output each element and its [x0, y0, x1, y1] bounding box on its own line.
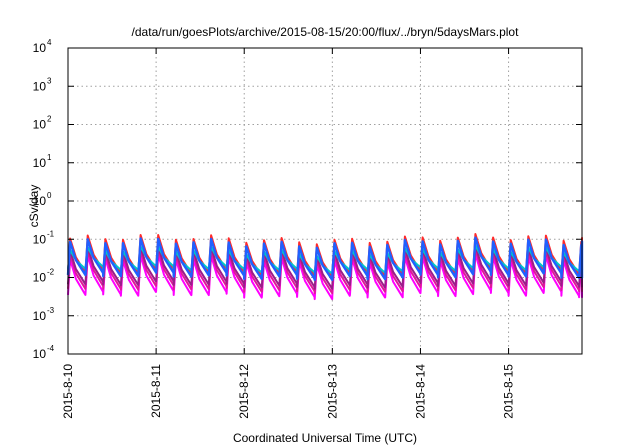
- y-tick-exponent: -4: [47, 344, 55, 353]
- x-tick-label: 2015-8-11: [149, 364, 163, 418]
- x-tick-label: 2015-8-13: [325, 364, 339, 419]
- grid: [68, 48, 582, 354]
- y-tick-label: 10: [33, 79, 47, 93]
- series-line: [66, 236, 584, 281]
- y-tick-label: 10: [33, 156, 47, 170]
- y-tick-exponent: 2: [47, 115, 52, 124]
- x-tick-label: 2015-8-14: [413, 364, 427, 419]
- y-tick-exponent: -2: [47, 268, 55, 277]
- x-axis-label: Coordinated Universal Time (UTC): [233, 431, 417, 445]
- chart-title: /data/run/goesPlots/archive/2015-08-15/2…: [132, 25, 520, 39]
- y-tick-label: 10: [33, 309, 47, 323]
- x-tick-label: 2015-8-12: [237, 364, 251, 419]
- y-tick-label: 10: [33, 271, 47, 285]
- y-tick-exponent: 1: [47, 153, 52, 162]
- x-tick-label: 2015-8-15: [502, 364, 516, 419]
- y-tick-label: 10: [33, 41, 47, 55]
- y-tick-exponent: 4: [47, 38, 52, 47]
- y-tick-label: 10: [33, 118, 47, 132]
- y-tick-exponent: 3: [47, 76, 52, 85]
- series-group: [66, 233, 584, 301]
- x-tick-label: 2015-8-10: [61, 364, 75, 419]
- y-axis-label: cSv/day: [27, 185, 41, 228]
- y-tick-exponent: -3: [47, 306, 55, 315]
- x-axis: 2015-8-10 2015-8-11 2015-8-12 2015-8-13 2015…: [61, 48, 516, 419]
- y-tick-exponent: 0: [47, 191, 52, 200]
- y-tick-label: 10: [33, 347, 47, 361]
- y-tick-exponent: -1: [47, 229, 55, 238]
- y-tick-label: 10: [33, 194, 47, 208]
- y-tick-label: 10: [33, 232, 47, 246]
